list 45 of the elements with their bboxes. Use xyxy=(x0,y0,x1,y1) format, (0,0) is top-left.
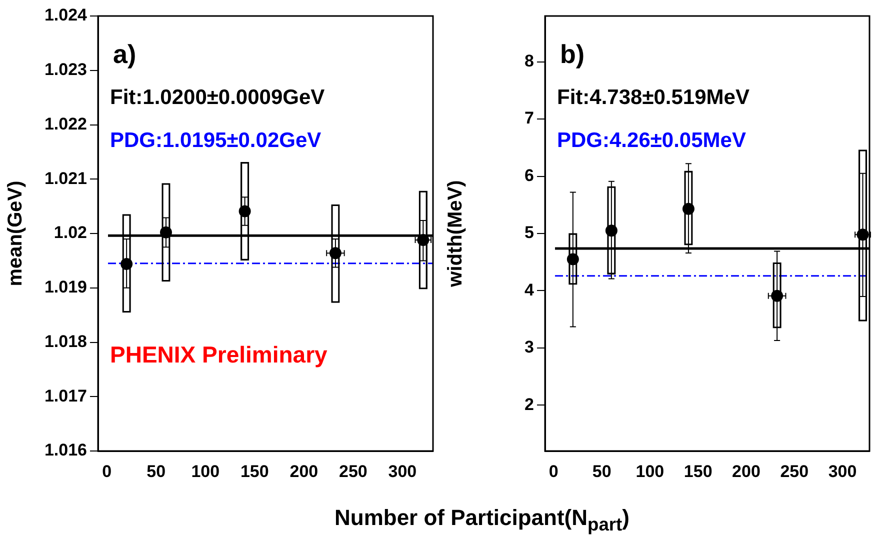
y-tick-label: 1.023 xyxy=(44,60,87,80)
y-tick-label: 1.024 xyxy=(44,6,88,25)
point xyxy=(605,224,618,237)
x-tick-label: 200 xyxy=(732,462,760,481)
x-tick-label: 250 xyxy=(780,462,809,481)
x-tick-label: 250 xyxy=(339,462,368,481)
x-tick-label: 100 xyxy=(191,462,220,481)
ref-line-label: PDG:4.26±0.05MeV xyxy=(557,128,746,152)
annotation: a) xyxy=(113,39,136,70)
annotation: PHENIX Preliminary xyxy=(110,341,328,368)
ref-line-label: PDG:1.0195±0.02GeV xyxy=(110,128,322,152)
x-tick-label: 50 xyxy=(146,462,166,481)
x-axis-title: Number of Participant(N$_{part}$) xyxy=(334,505,630,536)
y-tick-label: 8 xyxy=(524,51,534,70)
x-tick-label: 150 xyxy=(684,462,712,481)
x-tick-label: 200 xyxy=(290,462,318,481)
y-tick-label: 1.016 xyxy=(44,440,87,460)
y-tick-label: 5 xyxy=(524,223,534,242)
x-tick-label: 0 xyxy=(548,462,558,481)
x-tick-label: 300 xyxy=(828,462,857,481)
y-tick-label: 4 xyxy=(524,280,535,300)
y-tick-label: 2 xyxy=(524,394,534,414)
ref-line-label: Fit:4.738±0.519MeV xyxy=(557,86,750,109)
y-axis-title: width(MeV) xyxy=(444,180,467,288)
x-tick-label: 100 xyxy=(636,462,664,481)
point xyxy=(682,202,694,215)
y-axis-title: mean(GeV) xyxy=(4,180,27,286)
x-tick-label: 300 xyxy=(388,462,417,481)
y-tick-label: 6 xyxy=(524,166,534,185)
y-tick-label: 1.02 xyxy=(54,223,87,242)
y-tick-label: 1.022 xyxy=(44,114,87,134)
x-tick-label: 150 xyxy=(240,462,269,481)
point xyxy=(120,258,133,270)
ref-line-label: Fit:1.0200±0.0009GeV xyxy=(110,86,325,109)
x-tick-label: 50 xyxy=(592,462,612,481)
y-tick-label: 7 xyxy=(524,108,534,128)
point xyxy=(566,253,579,266)
point xyxy=(160,226,172,238)
y-tick-label: 1.017 xyxy=(44,386,87,406)
y-tick-label: 1.021 xyxy=(44,168,87,188)
y-tick-label: 1.019 xyxy=(44,278,87,297)
x-tick-label: 0 xyxy=(102,462,112,481)
y-tick-label: 3 xyxy=(524,338,534,357)
annotation: b) xyxy=(560,39,585,70)
y-tick-label: 1.018 xyxy=(44,332,87,351)
